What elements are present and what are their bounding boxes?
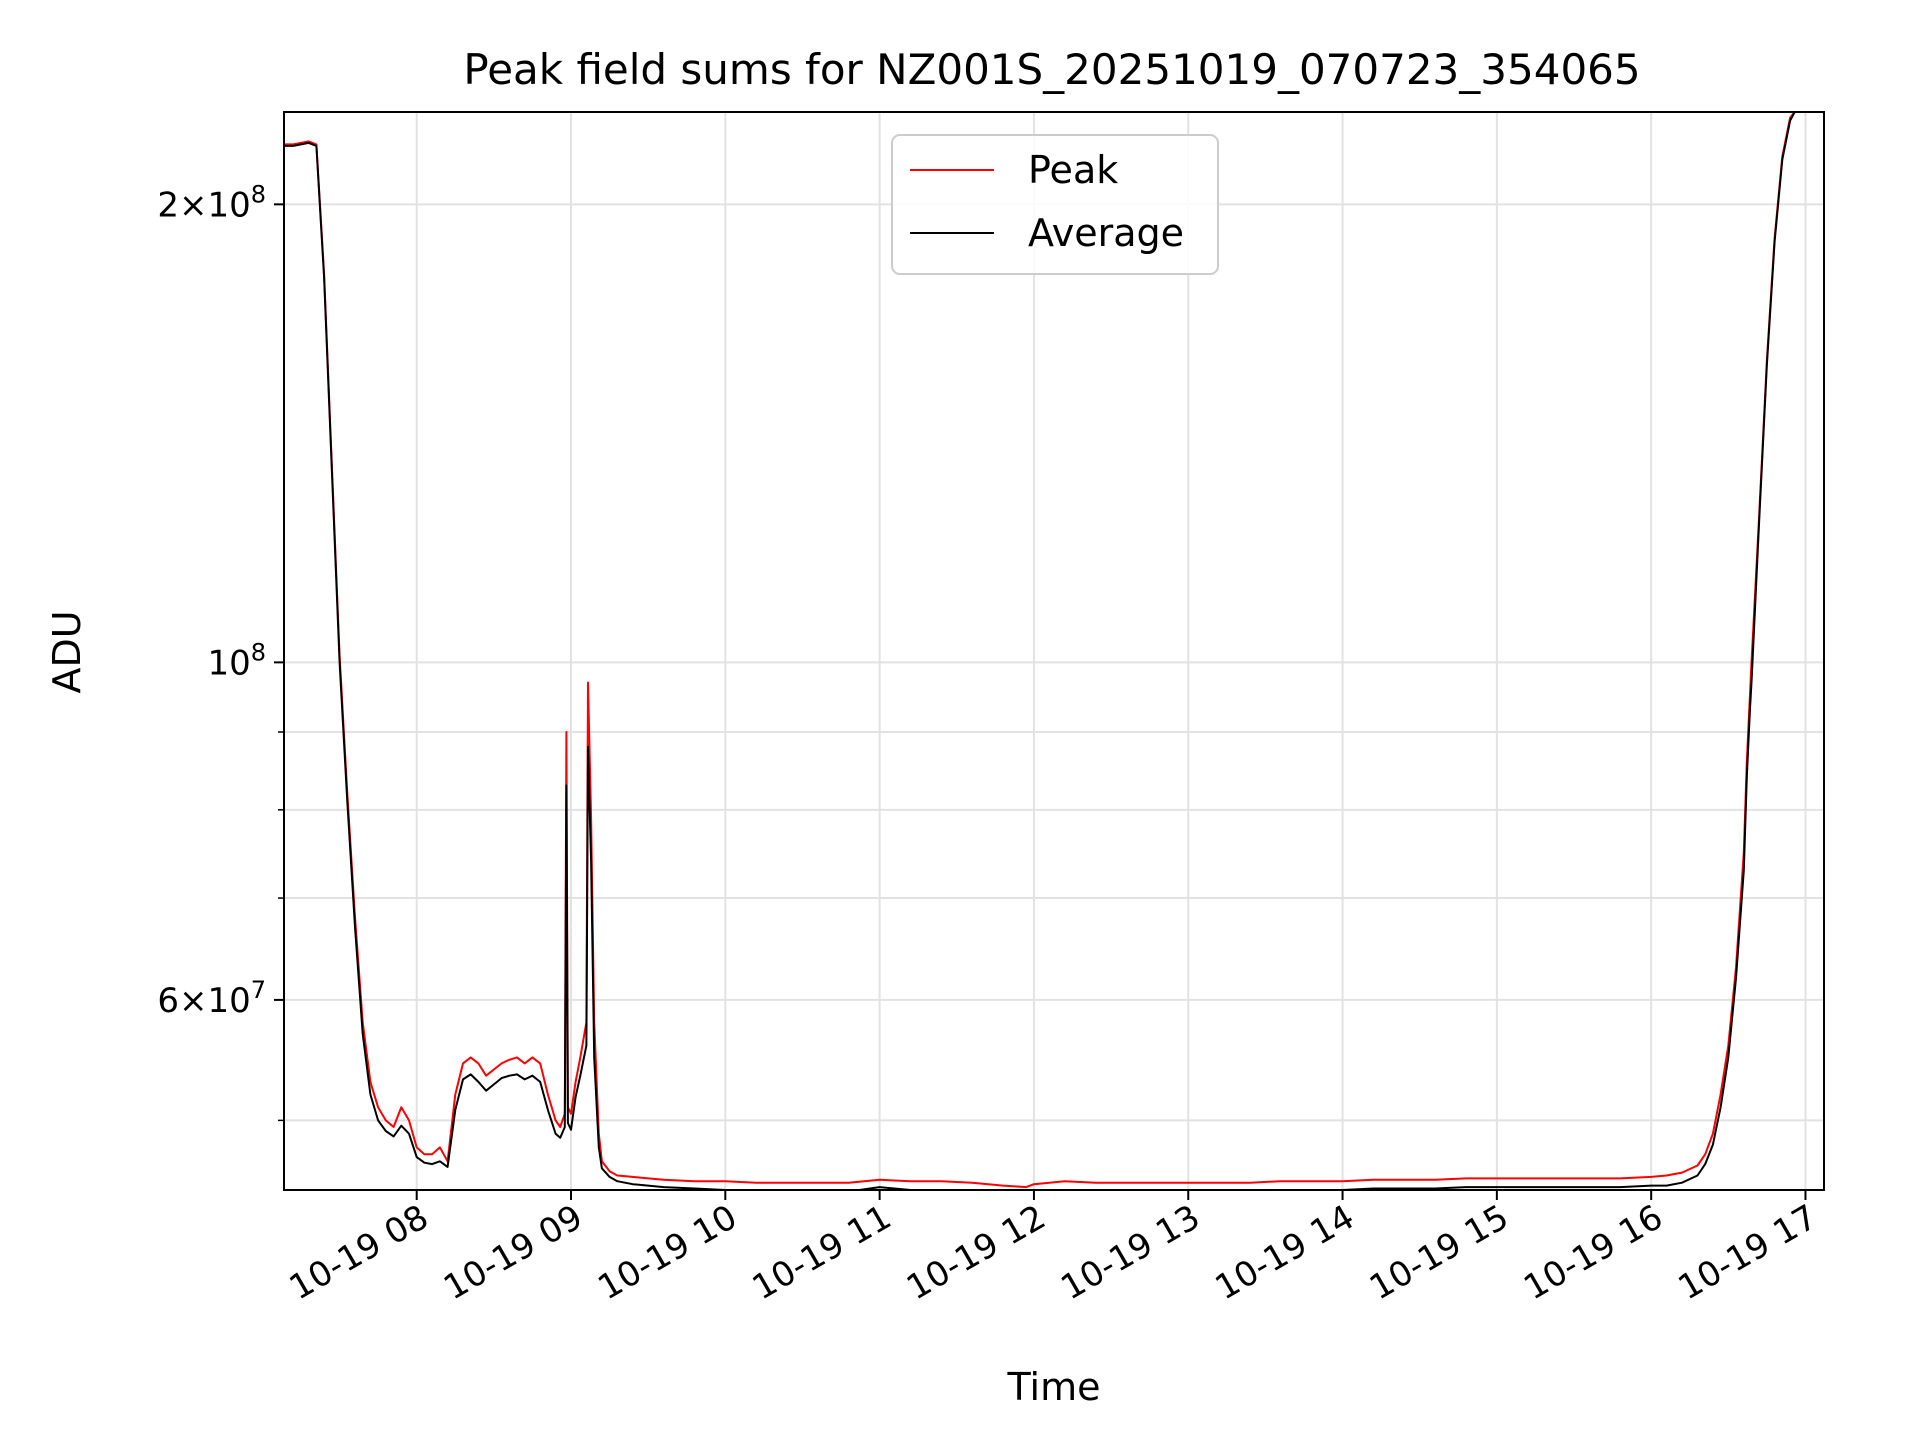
plot-frame <box>283 111 1825 1191</box>
y-axis-label: ADU <box>45 610 89 693</box>
y-tick-label: 2×108 <box>157 180 266 225</box>
y-tick-label: 6×107 <box>157 976 266 1021</box>
grid <box>284 112 1824 1190</box>
series-line-average <box>284 112 1796 1190</box>
plot-area <box>284 112 1824 1190</box>
legend-label-average: Average <box>1028 211 1184 255</box>
series-group <box>284 112 1796 1190</box>
legend-label-peak: Peak <box>1028 148 1118 192</box>
chart-title: Peak field sums for NZ001S_20251019_0707… <box>463 45 1640 94</box>
legend: Peak Average <box>891 134 1219 275</box>
x-axis-label: Time <box>1007 1365 1101 1409</box>
series-line-peak <box>284 112 1796 1189</box>
